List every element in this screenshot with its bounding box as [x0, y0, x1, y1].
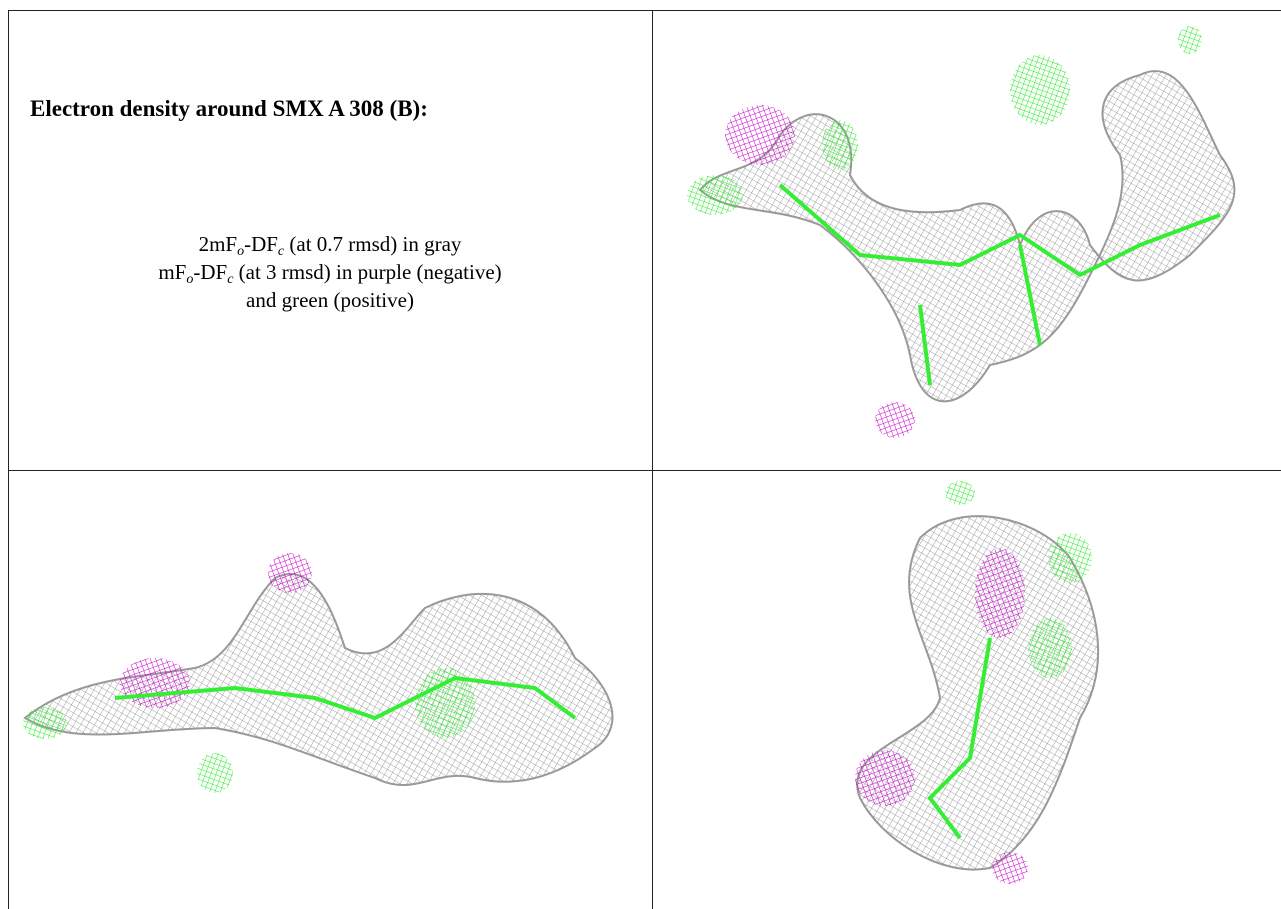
legend: 2mFo-DFc (at 0.7 rmsd) in gray mFo-DFc (… [8, 230, 652, 314]
density-image [687, 26, 1236, 438]
table-border [8, 10, 9, 909]
text: -DF [193, 260, 228, 284]
text: 2mF [198, 232, 238, 256]
text: -DF [244, 232, 278, 256]
subscript: c [227, 272, 234, 287]
table-border [8, 10, 1281, 11]
table-border [652, 10, 653, 909]
subscript: o [186, 272, 194, 287]
subscript: c [277, 244, 285, 259]
subscript: o [237, 244, 245, 259]
text: (at 0.7 rmsd) in gray [284, 232, 462, 256]
legend-line: 2mFo-DFc (at 0.7 rmsd) in gray [8, 230, 652, 259]
density-image [855, 481, 1100, 884]
cell-title: Electron density around SMX A 308 (B): [30, 96, 428, 121]
density-image [23, 553, 614, 793]
text: (at 3 rmsd) in purple (negative) [233, 260, 502, 284]
text: and green (positive) [246, 288, 414, 312]
legend-line: mFo-DFc (at 3 rmsd) in purple (negative) [8, 258, 652, 287]
text: mF [158, 260, 187, 284]
legend-line: and green (positive) [8, 286, 652, 314]
table-border [8, 470, 1281, 471]
